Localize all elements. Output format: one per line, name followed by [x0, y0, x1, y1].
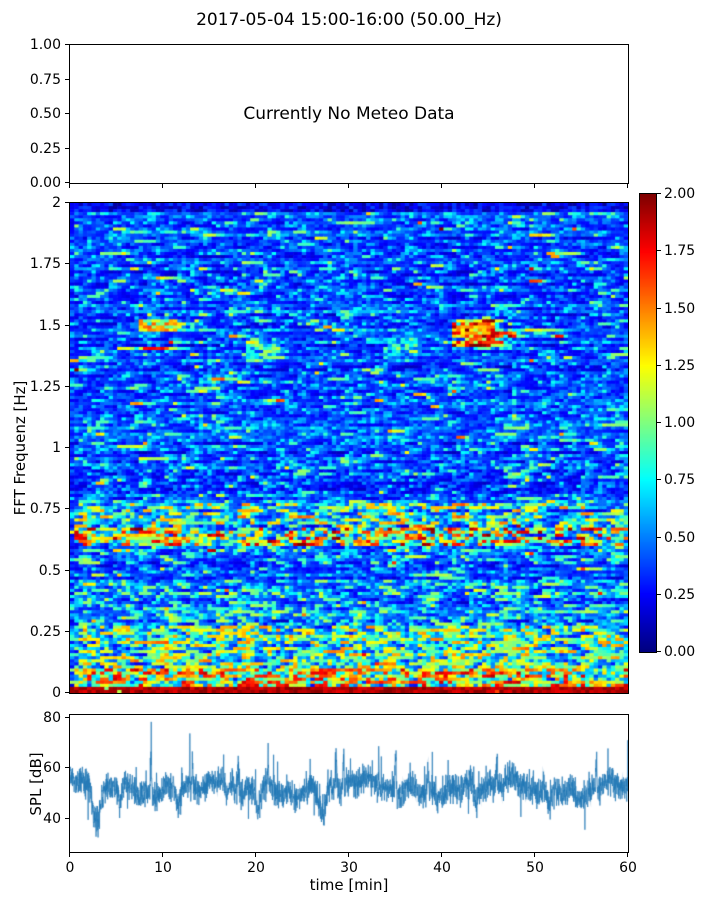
tick-label: 2 — [52, 195, 61, 211]
tick-label: 20 — [247, 860, 265, 876]
tick-mark — [69, 853, 70, 857]
tick-label: 0.25 — [664, 586, 696, 603]
tick-label: 10 — [154, 860, 172, 876]
tick-mark — [533, 184, 535, 188]
tick-mark — [441, 184, 442, 188]
meteo-panel: Currently No Meteo Data 1.00 0.75 0.50 0.25… — [30, 38, 629, 190]
fft-frequency-axis-label: FFT Frequenz [Hz] — [11, 380, 29, 516]
spectrogram-image — [70, 203, 628, 693]
tick-label: 1.75 — [29, 256, 61, 273]
tick-label: 2.00 — [664, 186, 696, 202]
tick-label: 50 — [526, 860, 544, 876]
tick-mark — [254, 184, 256, 188]
tick-mark — [657, 422, 661, 423]
tick-mark — [254, 853, 256, 857]
spl-line-chart — [70, 715, 628, 852]
tick-mark — [65, 78, 69, 80]
tick-label: 1.75 — [664, 243, 696, 260]
tick-mark — [162, 184, 163, 188]
colorbar-gradient — [640, 194, 656, 652]
tick-mark — [348, 853, 349, 857]
tick-label: 0.00 — [664, 644, 696, 660]
tick-mark — [65, 385, 69, 387]
tick-label: 0.00 — [29, 175, 61, 191]
tick-label: 0.75 — [29, 501, 61, 518]
tick-mark — [533, 853, 535, 857]
no-meteo-data-text: Currently No Meteo Data — [243, 104, 455, 124]
tick-mark — [65, 716, 69, 718]
tick-label: 60 — [619, 860, 637, 876]
tick-label: 0.25 — [29, 623, 61, 640]
tick-label: 1.50 — [664, 300, 696, 317]
tick-mark — [65, 767, 69, 769]
tick-label: 0 — [65, 860, 75, 876]
tick-mark — [65, 147, 69, 149]
tick-label: 40 — [433, 860, 451, 876]
tick-mark — [65, 569, 69, 571]
tick-mark — [657, 479, 661, 481]
tick-label: 0.50 — [29, 106, 61, 122]
tick-label: 60 — [43, 760, 61, 777]
tick-label: 1 — [52, 440, 61, 456]
tick-mark — [65, 324, 69, 326]
tick-label: 1.00 — [664, 415, 696, 431]
tick-label: 0.5 — [38, 562, 61, 579]
time-axis-label: time [min] — [309, 876, 389, 894]
tick-mark — [65, 508, 69, 510]
tick-label: 1.25 — [29, 378, 61, 395]
tick-mark — [657, 364, 661, 366]
tick-mark — [657, 193, 661, 194]
tick-mark — [657, 651, 661, 652]
figure-title: 2017-05-04 15:00-16:00 (50.00_Hz) — [196, 10, 502, 30]
tick-label: 0.50 — [664, 529, 696, 546]
tick-label: 0.25 — [29, 140, 61, 157]
spectrogram-panel: 2 1.75 1.5 1.25 1 0.75 0.5 0.25 0 — [30, 196, 629, 700]
tick-mark — [657, 307, 661, 309]
tick-label: 1.5 — [38, 317, 61, 334]
tick-mark — [65, 692, 69, 693]
tick-mark — [348, 184, 349, 188]
tick-label: 40 — [43, 811, 61, 828]
tick-label: 0.75 — [664, 472, 696, 489]
tick-label: 0 — [52, 685, 61, 701]
spl-axis-label: SPL [dB] — [27, 752, 45, 816]
tick-mark — [657, 593, 661, 595]
tick-label: 1.25 — [664, 357, 696, 374]
spl-panel: 80 60 40 0 10 20 30 40 50 60 — [43, 711, 637, 875]
tick-mark — [65, 263, 69, 265]
tick-mark — [65, 818, 69, 820]
tick-mark — [65, 630, 69, 632]
tick-mark — [65, 202, 69, 203]
tick-mark — [65, 447, 69, 448]
tick-label: 30 — [340, 860, 358, 876]
tick-mark — [65, 113, 69, 114]
tick-mark — [441, 853, 442, 857]
tick-mark — [162, 853, 163, 857]
tick-label: 1.00 — [29, 37, 61, 53]
tick-mark — [65, 44, 69, 45]
tick-label: 80 — [43, 709, 61, 726]
tick-mark — [627, 853, 628, 857]
colorbar: 2.00 1.75 1.50 1.25 1.00 0.75 0.50 0.25 0.00 — [639, 187, 695, 659]
tick-label: 0.75 — [29, 71, 61, 88]
tick-mark — [657, 250, 661, 252]
tick-mark — [657, 536, 661, 538]
tick-mark — [65, 182, 69, 183]
tick-mark — [627, 184, 628, 188]
tick-mark — [69, 184, 70, 188]
